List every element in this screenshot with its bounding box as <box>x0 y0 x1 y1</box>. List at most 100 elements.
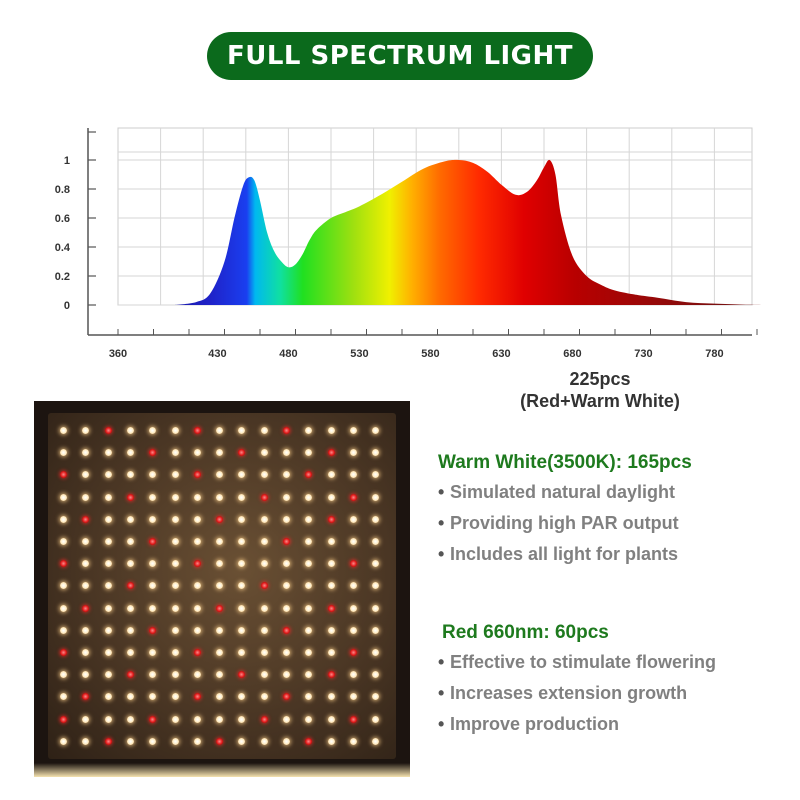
led-chip <box>60 671 67 679</box>
warm-white-feature: • Includes all light for plants <box>438 544 679 564</box>
led-chip <box>149 538 157 545</box>
led-chip <box>260 515 268 523</box>
led-chip <box>283 515 290 523</box>
led-chip <box>327 427 335 434</box>
led-chip <box>349 427 357 434</box>
led-chip <box>349 693 357 701</box>
led-chip <box>171 715 179 723</box>
led-chip <box>171 649 179 656</box>
red-section: Red 660nm: 60pcs • Effective to stimulate… <box>438 622 716 740</box>
x-tick-label: 430 <box>208 348 226 360</box>
led-chip <box>327 538 335 545</box>
led-chip <box>349 471 357 479</box>
led-chip <box>238 626 246 634</box>
led-chip <box>193 427 201 434</box>
led-chip <box>171 560 179 568</box>
led-chip <box>60 737 67 745</box>
led-chip <box>126 737 134 745</box>
led-chip <box>372 493 380 501</box>
led-chip <box>305 715 313 723</box>
led-chip <box>149 693 157 701</box>
led-chip <box>349 493 357 501</box>
led-chip <box>260 493 268 501</box>
led-chip <box>60 515 67 523</box>
led-chip <box>349 515 357 523</box>
led-chip <box>216 715 224 723</box>
red-feature: • Increases extension growth <box>438 683 688 703</box>
y-tick-label: 0.2 <box>55 271 70 283</box>
led-chip <box>82 737 90 745</box>
led-chip <box>60 582 67 590</box>
warm-white-section: Warm White(3500K): 165pcs • Simulated nat… <box>438 452 692 570</box>
led-chip <box>372 649 380 656</box>
led-chip <box>126 693 134 701</box>
warm-white-feature: • Providing high PAR output <box>438 513 679 533</box>
led-chip <box>327 626 335 634</box>
led-chip <box>60 493 67 501</box>
led-chip <box>126 582 134 590</box>
led-chip <box>349 604 357 612</box>
led-chip <box>260 671 268 679</box>
led-chip <box>283 737 290 745</box>
led-chip <box>104 693 112 701</box>
led-chip <box>372 538 380 545</box>
led-chip <box>372 560 380 568</box>
led-chip <box>305 671 313 679</box>
led-chip <box>283 715 290 723</box>
led-panel-photo <box>34 401 410 777</box>
led-chip <box>216 427 224 434</box>
led-chip <box>82 427 90 434</box>
led-chip <box>216 582 224 590</box>
chart-axes <box>87 128 758 336</box>
led-chip <box>260 626 268 634</box>
x-tick-label: 580 <box>421 348 439 360</box>
led-chip <box>60 427 67 434</box>
led-chip <box>193 493 201 501</box>
led-chip <box>193 582 201 590</box>
led-chip <box>82 693 90 701</box>
led-chip <box>171 493 179 501</box>
led-chip <box>327 737 335 745</box>
led-chip <box>193 693 201 701</box>
led-chip <box>238 538 246 545</box>
led-chip <box>104 715 112 723</box>
led-chip <box>327 449 335 457</box>
led-chip <box>305 737 313 745</box>
led-count: 225pcs <box>569 369 631 389</box>
led-chip <box>327 604 335 612</box>
led-chip <box>149 582 157 590</box>
led-chip <box>327 471 335 479</box>
led-chip <box>126 515 134 523</box>
led-chip <box>372 515 380 523</box>
y-tick-label: 0.6 <box>55 213 70 225</box>
led-chip <box>104 582 112 590</box>
red-feature: • Effective to stimulate flowering <box>438 652 717 672</box>
led-chip <box>372 471 380 479</box>
led-chip <box>82 715 90 723</box>
led-chip <box>238 649 246 656</box>
led-chip <box>283 538 290 545</box>
led-chip <box>305 649 313 656</box>
led-chip <box>216 737 224 745</box>
led-chip <box>82 671 90 679</box>
led-chip <box>82 560 90 568</box>
led-chip <box>305 493 313 501</box>
led-chip <box>149 649 157 656</box>
led-chip <box>82 493 90 501</box>
led-chip <box>82 515 90 523</box>
led-chip <box>238 715 246 723</box>
led-chip <box>104 560 112 568</box>
led-chip <box>171 515 179 523</box>
x-tick-label: 530 <box>350 348 368 360</box>
x-tick-label: 480 <box>279 348 297 360</box>
led-chip <box>372 626 380 634</box>
led-chip <box>193 649 201 656</box>
led-chip <box>216 471 224 479</box>
y-tick-label: 0.4 <box>55 242 71 254</box>
led-chip <box>372 671 380 679</box>
led-chip <box>238 560 246 568</box>
led-chip <box>372 449 380 457</box>
led-chip <box>193 671 201 679</box>
led-chip <box>126 671 134 679</box>
led-chip <box>305 626 313 634</box>
